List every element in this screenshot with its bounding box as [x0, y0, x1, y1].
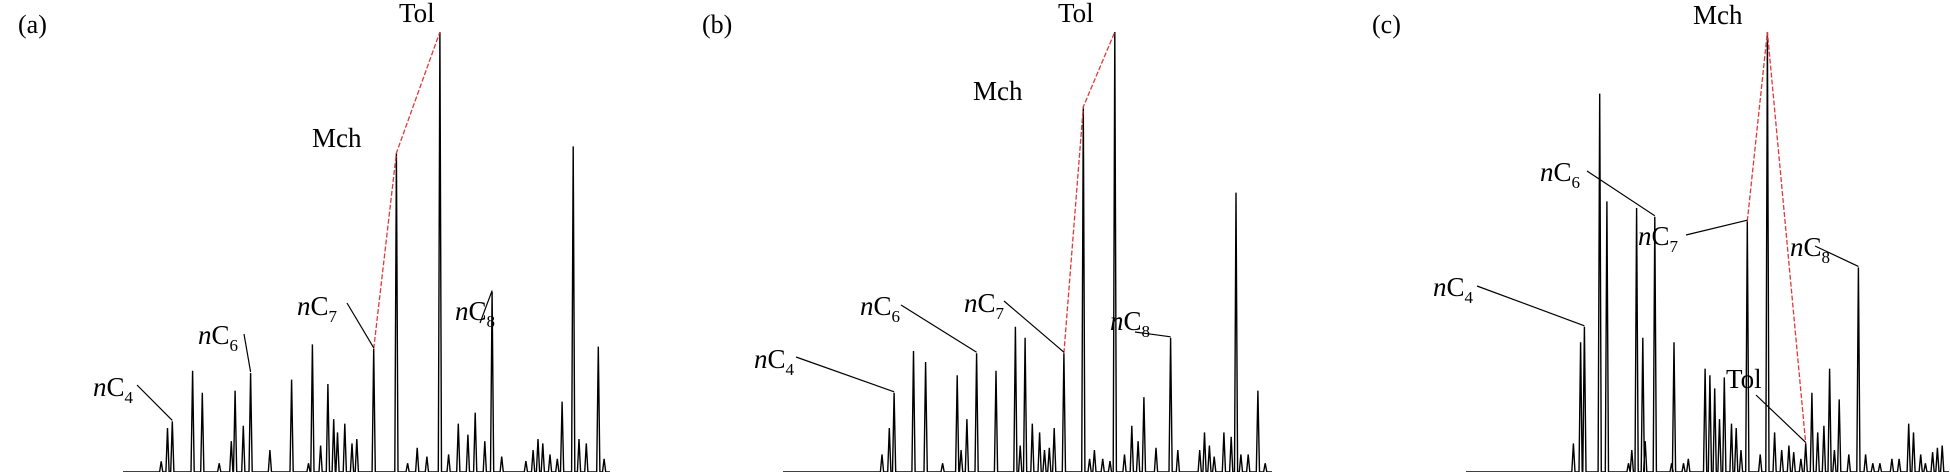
label-nc4-c: nC4 — [1433, 272, 1474, 307]
label-tol-b: Tol — [1058, 0, 1094, 28]
label-nc6-c: nC6 — [1540, 157, 1580, 192]
leader-line-nc7-b — [1003, 300, 1065, 353]
leader-line-nc6-b — [900, 304, 977, 353]
label-nc8-c: nC8 — [1790, 232, 1830, 267]
label-nc7-a: nC7 — [297, 291, 338, 326]
label-nc4-b: nC4 — [754, 344, 795, 379]
leader-line-nc8-c — [1814, 245, 1859, 267]
chromatogram-trace-b — [783, 31, 1272, 472]
peak-markers-b — [881, 31, 1266, 464]
leader-line-tol-c — [1755, 394, 1807, 443]
panel-b: (b) nC4 nC6 nC7 nC8 Mch Tol — [702, 0, 1272, 472]
mch-tol-connector-b — [1063, 31, 1116, 354]
label-tol-a: Tol — [399, 0, 435, 28]
label-mch-b: Mch — [973, 76, 1023, 106]
panel-c: (c) nC4 nC6 nC7 nC8 Mch Tol — [1372, 0, 1949, 472]
label-nc8-a: nC8 — [455, 296, 495, 331]
label-nc8-b: nC8 — [1110, 306, 1150, 341]
label-nc7-c: nC7 — [1638, 221, 1679, 256]
chromatogram-trace-c — [1466, 31, 1949, 472]
leader-line-nc4-c — [1476, 285, 1585, 327]
label-mch-a: Mch — [312, 123, 362, 153]
chromatogram-trace-a — [123, 31, 610, 472]
label-mch-c: Mch — [1693, 0, 1743, 30]
leader-line-nc4-a — [136, 384, 173, 421]
leader-line-nc4-b — [795, 356, 895, 393]
mch-tol-connector-c — [1746, 31, 1807, 444]
leader-line-nc6-a — [243, 333, 252, 373]
peak-markers-a — [160, 31, 605, 464]
label-nc6-a: nC6 — [198, 320, 238, 355]
label-nc4-a: nC4 — [93, 372, 134, 407]
leader-line-nc7-c — [1685, 219, 1748, 236]
label-nc7-b: nC7 — [964, 288, 1005, 323]
mch-tol-connector-a — [373, 31, 441, 349]
label-tol-c: Tol — [1726, 364, 1762, 394]
leader-line-nc6-c — [1586, 170, 1656, 217]
panel-label-b: (b) — [702, 10, 732, 39]
label-nc6-b: nC6 — [860, 291, 900, 326]
peak-markers-c — [1572, 31, 1943, 464]
panel-a: (a) nC4 nC6 nC7 nC8 Mch Tol — [18, 0, 610, 472]
leader-line-nc8-a — [479, 290, 493, 324]
panel-label-a: (a) — [18, 10, 47, 39]
leader-line-nc7-a — [346, 302, 375, 349]
panel-label-c: (c) — [1372, 10, 1401, 39]
leader-line-nc8-b — [1134, 331, 1171, 338]
